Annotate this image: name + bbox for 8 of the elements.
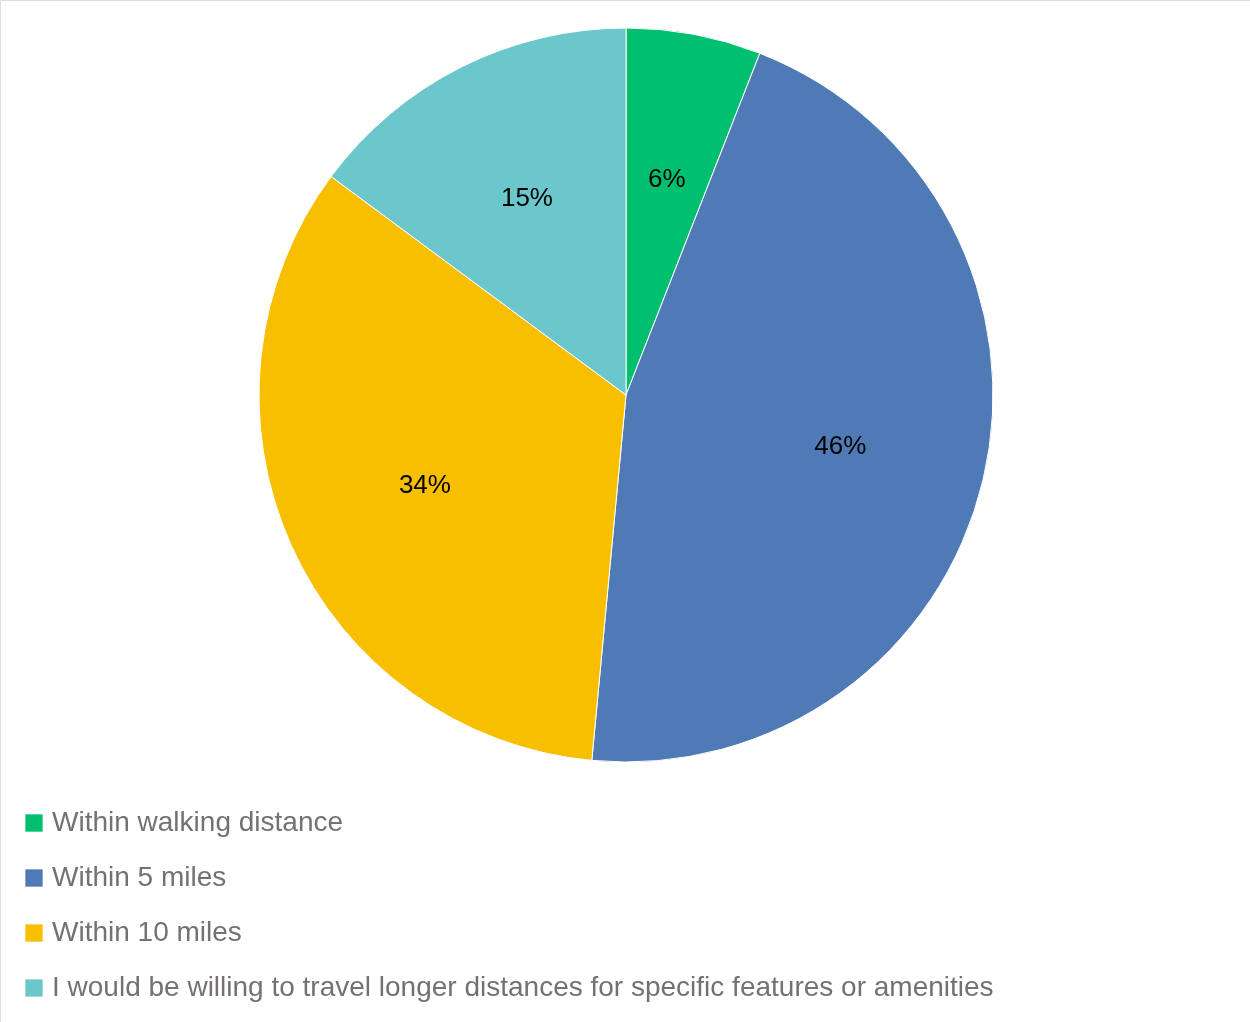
data-label: 34% bbox=[398, 468, 451, 499]
legend-label: I would be willing to travel longer distances for specific features or amenities bbox=[52, 971, 994, 1002]
data-label: 6% bbox=[648, 162, 686, 193]
legend-label: Within walking distance bbox=[52, 806, 344, 837]
legend-label: Within 5 miles bbox=[52, 861, 227, 892]
legend-label: Within 10 miles bbox=[52, 916, 242, 947]
data-label: 15% bbox=[500, 182, 553, 213]
data-label: 46% bbox=[814, 429, 867, 460]
